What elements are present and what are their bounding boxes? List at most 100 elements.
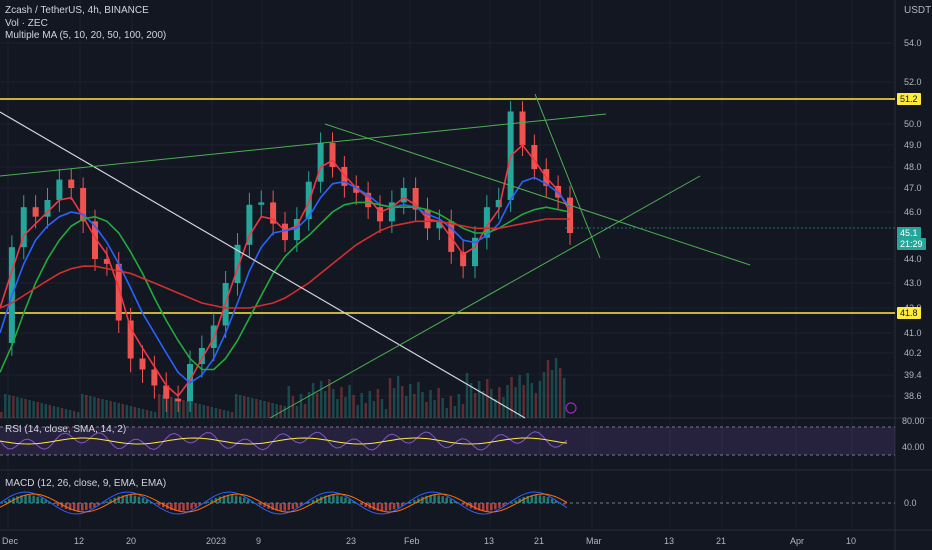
volume-bar [76,412,80,418]
macd-histogram-bar [243,497,246,503]
volume-bar [441,398,444,418]
macd-histogram-bar [409,502,412,503]
volume-bar [352,395,355,418]
volume-bar [113,402,116,418]
macd-histogram-bar [433,495,436,503]
macd-histogram-bar [396,503,400,508]
macd-histogram-bar [526,495,529,503]
volume-bar [376,389,380,418]
macd-histogram-bar [182,503,185,511]
ma-legend[interactable]: Multiple MA (5, 10, 20, 50, 100, 200) [5,30,167,41]
macd-histogram-bar [376,503,380,511]
symbol-legend[interactable]: Zcash / TetherUS, 4h, BINANCE [5,5,149,16]
macd-histogram-bar [384,503,388,511]
macd-histogram-bar [498,503,501,508]
volume-bar [400,386,404,418]
candle-body [483,207,490,238]
macd-histogram-bar [247,499,250,503]
price-tick-label: 48.0 [904,162,922,172]
volume-bar [72,411,76,418]
candle-body [531,145,538,170]
macd-histogram-bar [145,499,149,503]
macd-tick-label: 0.0 [904,498,917,508]
volume-bar [502,397,505,418]
macd-legend[interactable]: MACD (12, 26, close, 9, EMA, EMA) [5,478,167,489]
volume-bar [68,410,72,418]
upper-channel-line [0,113,607,177]
volume-bar [190,402,193,418]
upper-level-badge: 51.2 [897,93,921,105]
macd-histogram-bar [121,495,124,503]
volume-bar [89,396,92,418]
descending-line [324,123,751,266]
macd-histogram-bar [465,503,469,507]
current-price-badge: 45.1 [897,227,921,239]
volume-bar [263,401,266,418]
volume-bar [214,408,218,418]
ma-20-line [0,176,571,384]
volume-bar [469,383,473,418]
volume-bar [319,381,323,418]
volume-bar [251,398,254,418]
macd-histogram-bar [518,498,521,503]
volume-bar [461,404,465,418]
price-tick-label: 38.6 [904,391,922,401]
volume-bar [186,401,189,418]
macd-histogram-bar [534,495,538,503]
volume-bar [206,406,210,418]
volume-bar [121,404,124,418]
volume-legend[interactable]: Vol · ZEC [5,18,48,29]
currency-label: USDT [904,5,932,16]
macd-histogram-bar [400,503,404,506]
macd-histogram-bar [194,503,197,508]
macd-histogram-bar [32,495,35,503]
volume-bar [226,411,230,418]
macd-histogram-bar [481,503,485,511]
macd-histogram-bar [425,495,428,503]
candle-body [388,202,395,222]
volume-bar [93,397,96,418]
rsi-legend[interactable]: RSI (14, close, SMA, 14, 2) [5,424,127,435]
volume-bar [16,397,19,418]
candle-body [412,188,419,210]
candle-body [32,207,39,217]
macd-histogram-bar [364,503,367,507]
volume-bar [481,391,485,418]
date-tick-label: Apr [790,536,804,546]
volume-bar [20,398,23,418]
volume-bar [32,401,35,418]
macd-histogram-bar [109,499,112,503]
macd-histogram-bar [56,503,60,506]
price-tick-label: 49.0 [904,140,922,150]
macd-histogram-bar [16,496,19,503]
ma-50-line [0,201,571,373]
volume-bar [234,394,238,418]
volume-bar [486,379,489,418]
volume-bar [421,392,424,418]
macd-histogram-bar [170,503,173,511]
volume-bar [218,409,222,418]
macd-histogram-bar [538,495,542,503]
volume-bar [85,395,88,418]
date-tick-label: 9 [256,536,261,546]
volume-bar [546,360,550,418]
volume-bar [60,408,64,418]
volume-bar [303,404,307,418]
macd-histogram-bar [230,495,234,503]
macd-histogram-bar [348,499,351,503]
volume-bar [518,375,521,418]
candle-body [163,385,170,399]
volume-bar [453,406,457,418]
volume-bar [182,400,185,418]
volume-bar [117,403,120,418]
macd-histogram-bar [85,503,88,510]
volume-bar [153,412,157,418]
date-tick-label: 10 [846,536,856,546]
macd-histogram-bar [141,498,145,503]
volume-bar [417,382,420,418]
volume-bar [149,411,153,418]
macd-histogram-bar [44,499,48,503]
volume-bar [8,395,11,418]
macd-histogram-bar [133,495,137,503]
